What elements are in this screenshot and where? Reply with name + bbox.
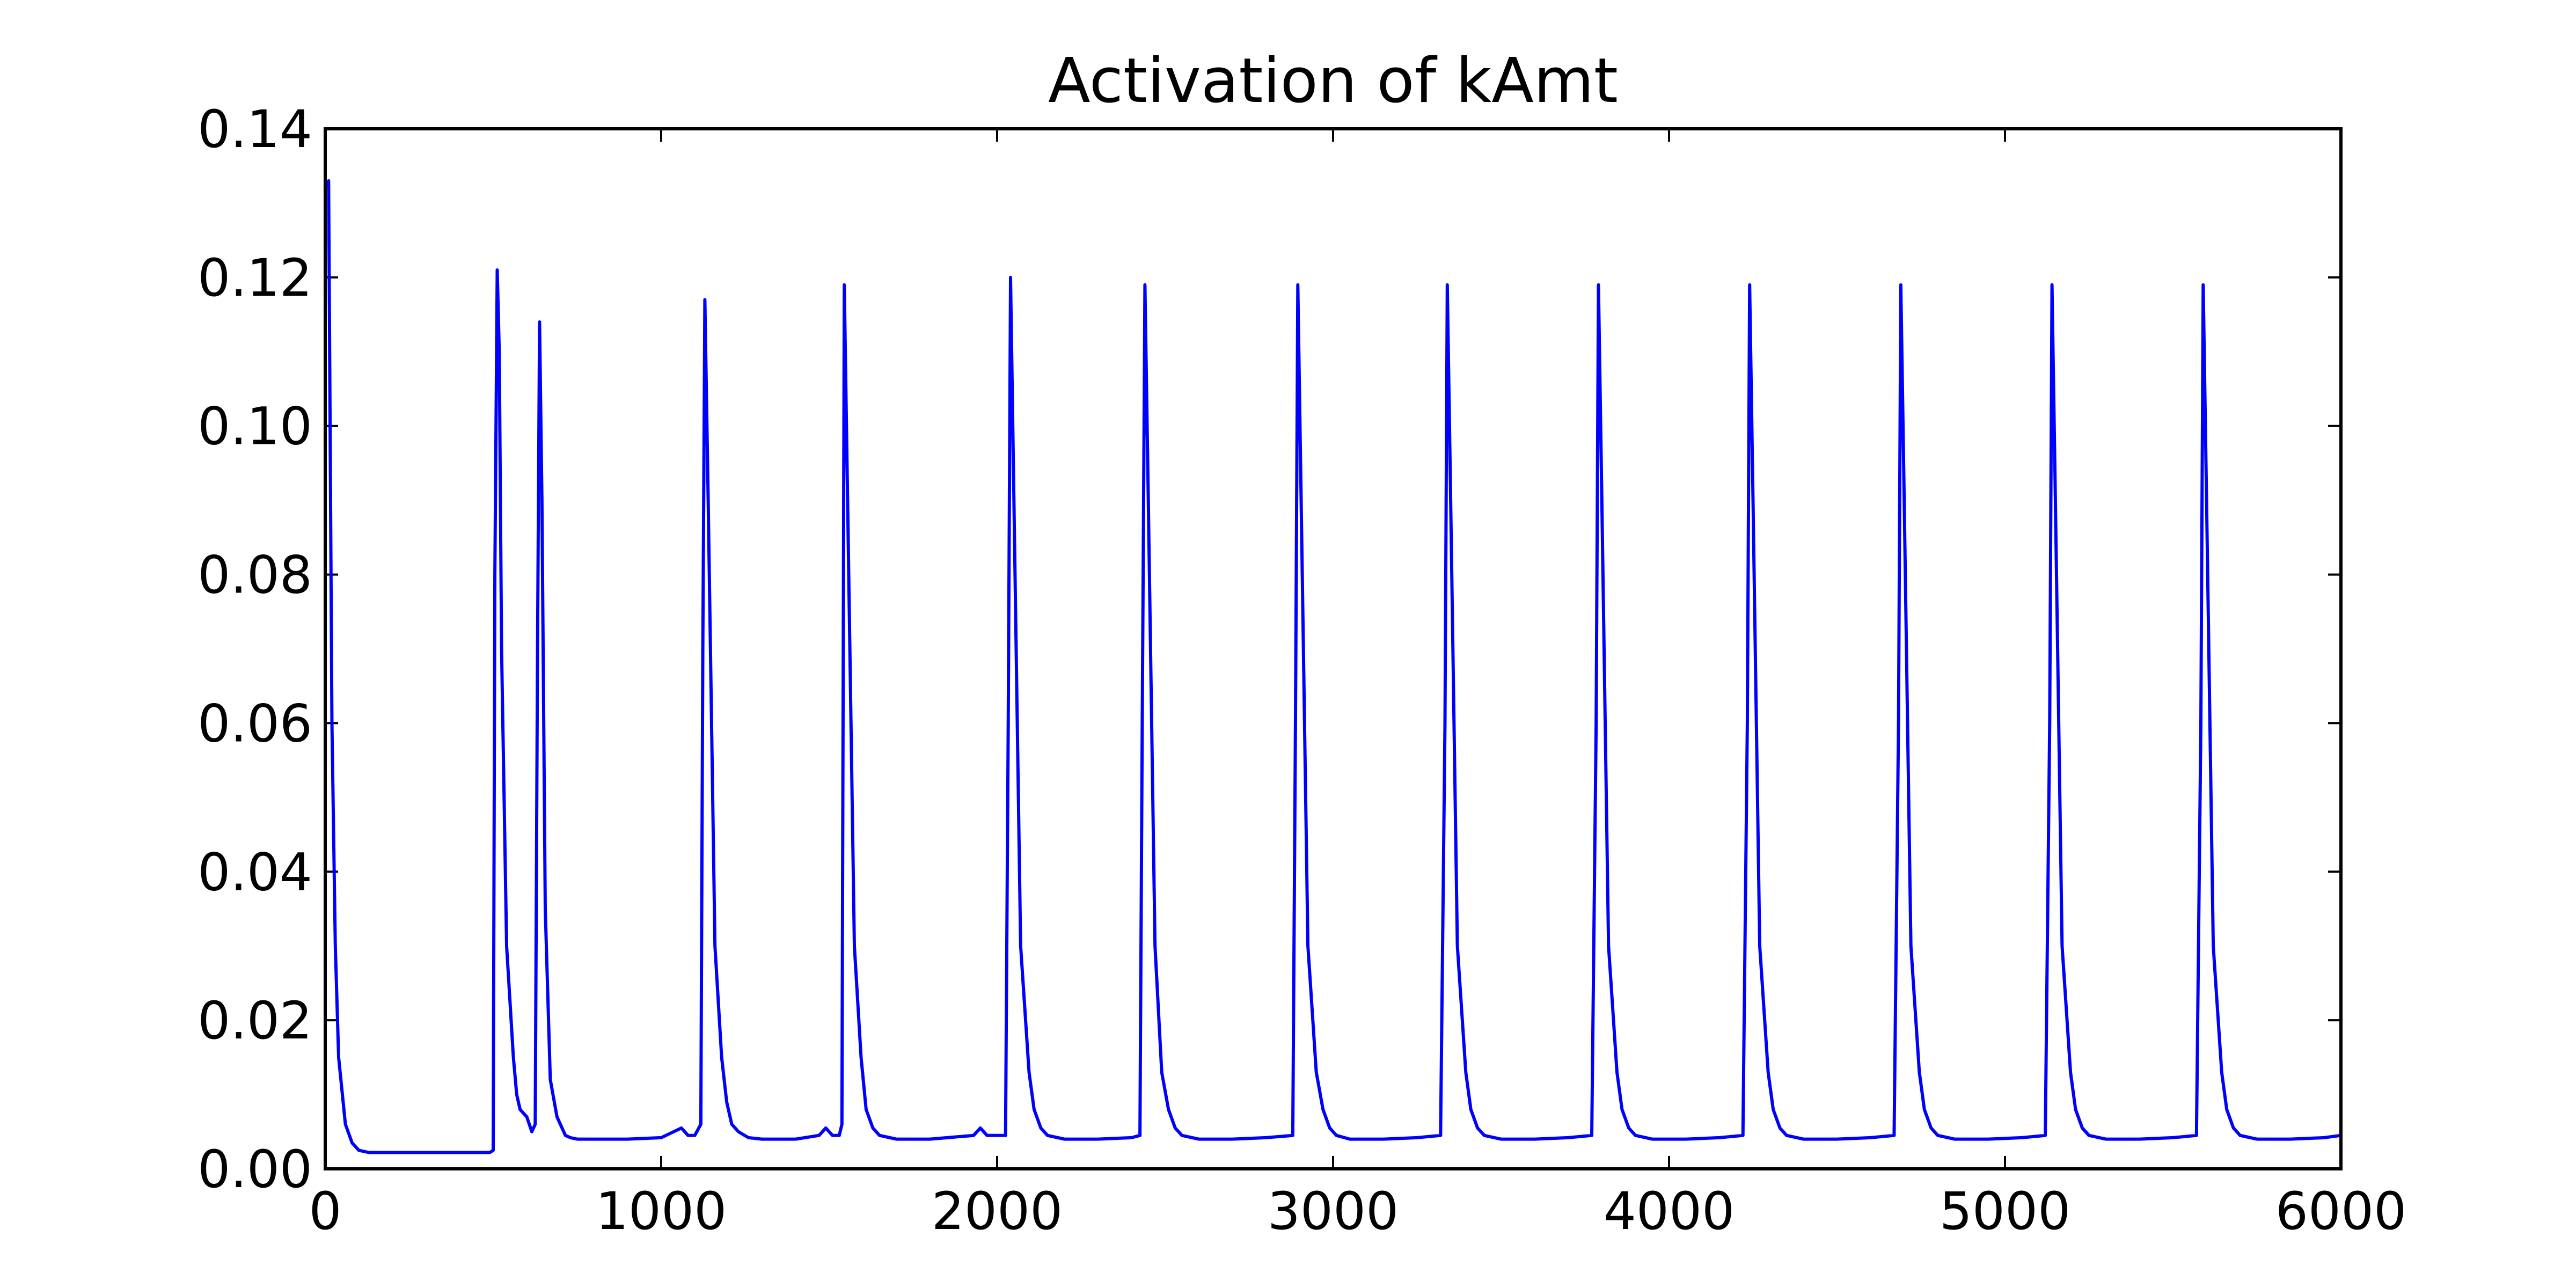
plot-frame — [324, 127, 2343, 1170]
axis-tick-labels: 0 1000 2000 3000 4000 5000 6000 0.00 0.02 0.04 0.0… — [197, 99, 2406, 1241]
axis-ticks — [324, 128, 2342, 1170]
y-tick-label: 0.04 — [197, 842, 312, 902]
y-tick-label: 0.10 — [197, 397, 312, 457]
chart-title: Activation of kAmt — [1048, 45, 1618, 117]
x-tick-label: 5000 — [1940, 1181, 2070, 1241]
x-tick-label: 2000 — [932, 1181, 1063, 1241]
x-tick-label: 3000 — [1268, 1181, 1399, 1241]
x-tick-label: 0 — [309, 1181, 341, 1241]
x-tick-label: 6000 — [2275, 1181, 2406, 1241]
y-tick-label: 0.02 — [197, 991, 312, 1051]
series-line-0 — [324, 179, 2341, 1154]
y-tick-label: 0.08 — [197, 545, 312, 605]
y-tick-label: 0.06 — [197, 693, 312, 753]
x-tick-label: 1000 — [596, 1181, 727, 1241]
y-tick-label: 0.14 — [197, 99, 312, 159]
y-tick-label: 0.12 — [197, 248, 312, 308]
y-tick-label: 0.00 — [197, 1139, 312, 1199]
series-layer — [324, 179, 2341, 1154]
x-tick-label: 4000 — [1604, 1181, 1735, 1241]
